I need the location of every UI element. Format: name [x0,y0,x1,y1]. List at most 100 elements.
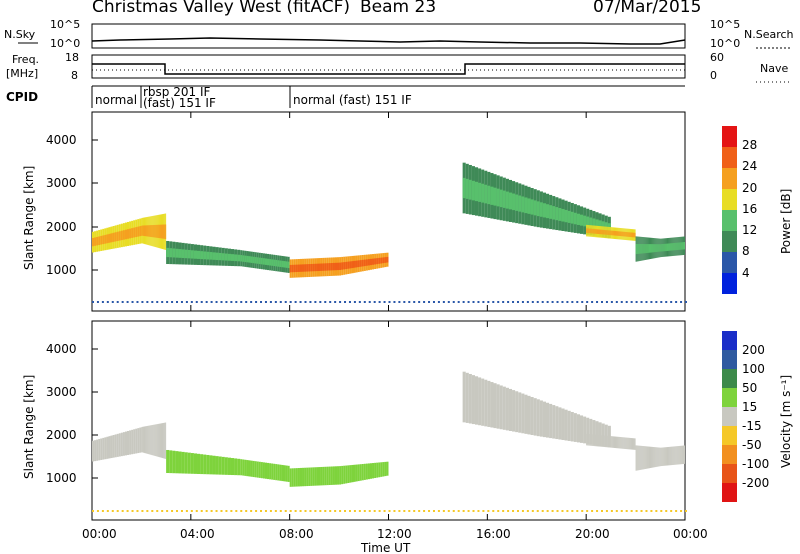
freq-left-tick-top: 18 [65,51,79,64]
power-band-core [462,177,466,199]
velocity-band-cell [376,462,379,478]
power-band-core [160,224,163,239]
velocity-noise-cell [482,510,485,512]
velocity-noise-cell [101,510,104,512]
cpid-mode-4: normal (fast) 151 IF [293,93,412,107]
power-noise-cell [111,301,114,303]
power-band-core [260,257,263,265]
velocity-colorbar-cell [722,331,737,350]
power-band-core [589,228,591,234]
velocity-noise-cell [665,510,668,512]
velocity-noise-cell [457,510,460,512]
velocity-noise-cell [141,510,144,512]
velocity-band-cell [609,436,611,448]
noise-left-tick-bottom: 10^0 [50,37,80,50]
power-noise-cell [171,301,174,303]
velocity-band-cell [324,466,327,486]
velocity-band-cell [465,372,469,423]
velocity-band-cell [624,437,626,449]
velocity-noise-cell [220,510,223,512]
power-band-core [678,242,680,250]
velocity-noise-cell [96,510,99,512]
xtick-1: 04:00 [180,527,215,541]
velocity-ytick-1000: 1000 [46,471,77,485]
velocity-noise-cell [171,510,174,512]
velocity-band-cell [386,461,389,476]
power-band-core [646,244,648,253]
power-colorbar-cell [722,210,737,231]
power-noise-cell [210,301,213,303]
velocity-band-cell [131,429,134,455]
velocity-noise-cell [675,510,678,512]
velocity-band-cell [254,461,257,478]
velocity-noise-cell [210,510,213,512]
velocity-noise-cell [571,510,574,512]
power-colorbar-cell [722,189,737,210]
velocity-band-cell [669,446,671,466]
velocity-band-cell [384,461,387,477]
velocity-band-cell [518,392,522,433]
velocity-band-cell [649,446,652,469]
velocity-band-cell [610,436,612,448]
power-noise-cell [294,301,297,303]
power-noise-cell [591,301,594,303]
power-band-core [96,236,99,246]
power-band-core [632,232,634,238]
power-band-core [649,244,652,253]
velocity-band-cell [502,386,506,430]
power-band-core [304,264,307,272]
velocity-band-cell [139,427,142,453]
power-band-core [586,216,590,228]
power-panel [91,111,686,312]
velocity-noise-cell [373,510,376,512]
power-ytick-4000: 4000 [46,133,77,147]
power-noise-cell [334,301,337,303]
velocity-band-cell [594,434,596,447]
velocity-band-cell [150,425,152,455]
power-band-core [604,230,606,235]
velocity-band-cell [631,438,633,450]
velocity-band-cell [590,434,592,446]
velocity-band-cell [242,459,245,476]
velocity-cbar-tick-200: 200 [742,343,765,357]
power-band-core [246,255,249,263]
power-band-core [165,224,167,239]
velocity-band-cell [598,435,600,447]
velocity-band-cell [248,460,251,477]
velocity-band-cell [297,468,300,487]
velocity-band-cell [353,464,356,482]
velocity-noise-cell [245,510,248,512]
power-noise-cell [670,301,673,303]
velocity-noise-cell [487,510,490,512]
power-band-core [616,231,618,236]
velocity-noise-cell [240,510,243,512]
x-axis-ticks [91,112,686,520]
power-noise-cell [314,301,317,303]
velocity-band-cell [648,446,650,469]
power-noise-cell [131,301,134,303]
power-noise-cell [551,301,554,303]
power-band-core [215,252,219,261]
velocity-band-cell [521,393,525,434]
power-band-core [374,258,377,265]
power-band-core [599,229,601,235]
velocity-noise-cell [126,510,129,512]
velocity-noise-cell [432,510,435,512]
power-ylabel: Slant Range [km] [22,166,36,270]
power-band-core [600,229,602,235]
power-band-core [127,229,130,239]
xtick-3: 12:00 [377,527,412,541]
power-ytick-1000: 1000 [46,263,77,277]
velocity-band-cell [262,462,265,479]
power-band-core [347,261,350,269]
velocity-band-cell [154,424,156,457]
velocity-band-cell [533,398,537,436]
power-band-core [680,242,682,250]
velocity-band-cell [646,446,648,469]
power-noise-cell [561,301,564,303]
velocity-panel [91,320,686,521]
power-noise-cell [245,301,248,303]
power-band-core [624,231,626,237]
velocity-noise-cell [635,510,638,512]
power-band-core [258,257,261,265]
